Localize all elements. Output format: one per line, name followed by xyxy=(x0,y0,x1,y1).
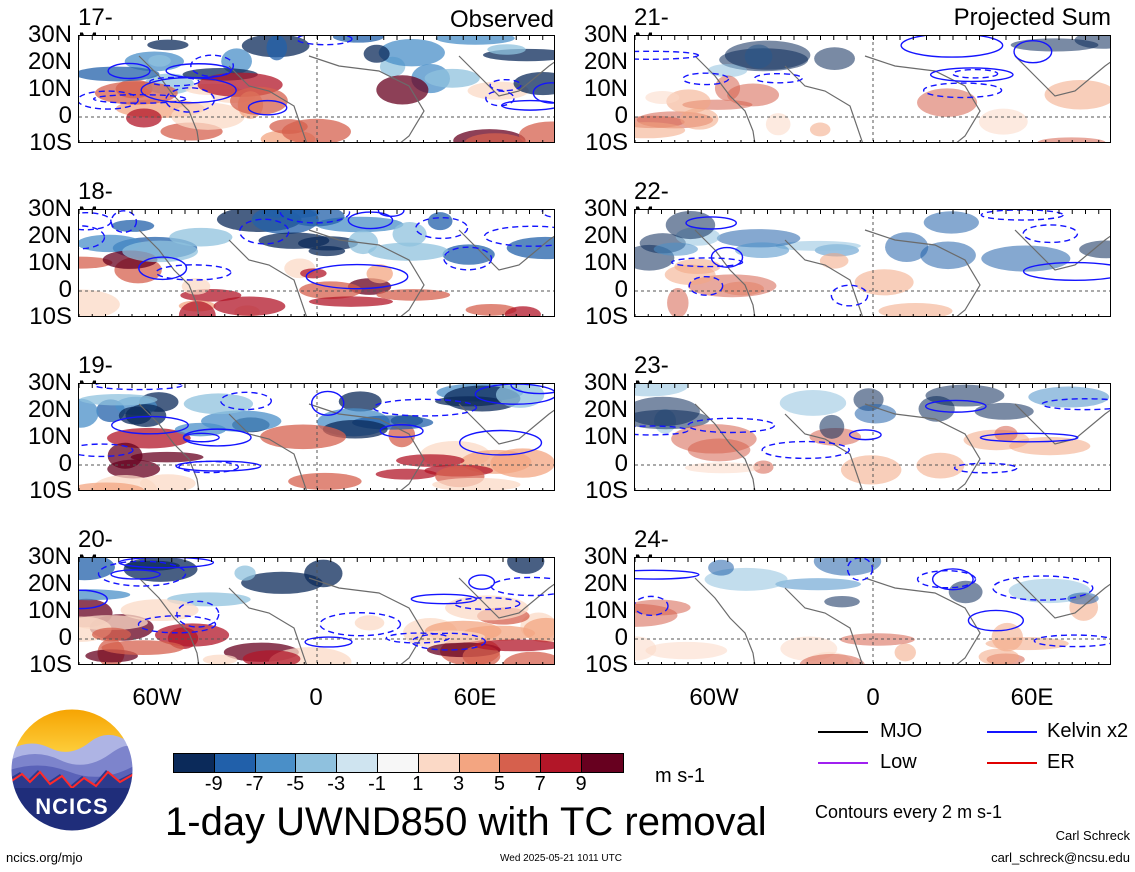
lon-label-60e-left: 60E xyxy=(453,684,497,711)
colorbar-swatch xyxy=(459,754,501,772)
lat-label: 10N xyxy=(27,597,72,624)
figure-title: 1-day UWND850 with TC removal xyxy=(165,800,767,844)
lat-label: 30N xyxy=(27,21,72,48)
author-email: carl_schreck@ncsu.edu xyxy=(991,850,1130,865)
colorbar-swatch xyxy=(174,754,215,772)
lat-label: 20N xyxy=(583,48,628,75)
colorbar-swatch xyxy=(214,754,256,772)
lat-label: 20N xyxy=(583,396,628,423)
lat-label: 30N xyxy=(27,195,72,222)
lat-label: 10S xyxy=(585,129,628,156)
observed-map-1 xyxy=(78,35,555,143)
lat-label: 10N xyxy=(583,75,628,102)
colorbar-tick-label: -5 xyxy=(286,773,305,795)
lon-label-0-right: 0 xyxy=(866,684,880,711)
panel-type-label: Observed xyxy=(449,6,554,33)
lat-label: 20N xyxy=(27,222,72,249)
colorbar-tick-label: 9 xyxy=(575,773,587,795)
lat-label: 20N xyxy=(27,48,72,75)
lat-label: 30N xyxy=(583,21,628,48)
lat-label: 20N xyxy=(27,570,72,597)
lat-label: 30N xyxy=(583,543,628,570)
lat-label: 10S xyxy=(29,477,72,504)
ncics-logo-icon xyxy=(10,708,134,832)
lon-label-60e-right: 60E xyxy=(1010,684,1054,711)
lat-label: 10N xyxy=(27,249,72,276)
lat-label: 10S xyxy=(585,303,628,330)
colorbar-tick-label: 7 xyxy=(534,773,546,795)
lat-label: 30N xyxy=(27,369,72,396)
colorbar-swatch xyxy=(377,754,419,772)
colorbar xyxy=(173,753,624,773)
ncics-logo: NCICS xyxy=(10,708,134,832)
lon-label-60w-right: 60W xyxy=(689,684,739,711)
colorbar-tick-label: 3 xyxy=(453,773,465,795)
projected-map-4 xyxy=(634,557,1111,665)
legend-mjo-line xyxy=(818,731,868,733)
legend-er-label: ER xyxy=(1047,751,1075,773)
projected-map-1 xyxy=(634,35,1111,143)
observed-map-2 xyxy=(78,209,555,317)
colorbar-swatch xyxy=(337,754,378,772)
colorbar-tick-label: 1 xyxy=(412,773,424,795)
lon-label-0-left: 0 xyxy=(309,684,323,711)
lat-label: 30N xyxy=(583,195,628,222)
colorbar-swatch xyxy=(418,754,460,772)
lat-label: 10S xyxy=(29,303,72,330)
legend-er-line xyxy=(987,762,1037,764)
lat-label: 10N xyxy=(27,75,72,102)
lat-label: 0 xyxy=(58,276,72,303)
contour-note: Contours every 2 m s-1 xyxy=(815,802,1003,822)
colorbar-units: m s-1 xyxy=(655,765,705,787)
colorbar-tick-label: -9 xyxy=(204,773,223,795)
lat-label: 10S xyxy=(29,129,72,156)
legend-mjo-label: MJO xyxy=(880,720,923,742)
logo-text: NCICS xyxy=(35,794,109,819)
lat-label: 10S xyxy=(585,477,628,504)
lat-label: 0 xyxy=(614,624,628,651)
colorbar-tick-label: -7 xyxy=(245,773,264,795)
lat-label: 20N xyxy=(583,570,628,597)
colorbar-tick-label: 5 xyxy=(493,773,505,795)
panel-type-label: Projected Sum xyxy=(953,4,1111,31)
legend-kelvin-label: Kelvin x2 xyxy=(1047,720,1129,742)
lat-label: 10N xyxy=(583,423,628,450)
legend-kelvin-line xyxy=(987,731,1037,733)
lat-label: 0 xyxy=(614,276,628,303)
lon-label-60w-left: 60W xyxy=(132,684,182,711)
colorbar-swatch xyxy=(296,754,338,772)
legend-low-label: Low xyxy=(880,751,917,773)
colorbar-tick-label: -1 xyxy=(368,773,386,795)
lat-label: 20N xyxy=(27,396,72,423)
lat-label: 10N xyxy=(583,249,628,276)
colorbar-swatch xyxy=(255,754,297,772)
projected-map-3 xyxy=(634,383,1111,491)
legend-low-line xyxy=(818,762,868,764)
lat-label: 10N xyxy=(583,597,628,624)
lat-label: 0 xyxy=(58,624,72,651)
lat-label: 30N xyxy=(583,369,628,396)
lat-label: 20N xyxy=(583,222,628,249)
timestamp: Wed 2025-05-21 1011 UTC xyxy=(500,853,622,864)
colorbar-swatch xyxy=(581,754,623,772)
lat-label: 10N xyxy=(27,423,72,450)
colorbar-tick-label: -3 xyxy=(327,773,346,795)
projected-map-2 xyxy=(634,209,1111,317)
lat-label: 0 xyxy=(58,450,72,477)
lat-label: 10S xyxy=(29,651,72,678)
lat-label: 10S xyxy=(585,651,628,678)
website-link[interactable]: ncics.org/mjo xyxy=(6,850,83,865)
colorbar-swatch xyxy=(541,754,582,772)
author-name: Carl Schreck xyxy=(1055,828,1130,843)
colorbar-swatch xyxy=(500,754,542,772)
lat-label: 0 xyxy=(614,102,628,129)
lat-label: 0 xyxy=(614,450,628,477)
lat-label: 0 xyxy=(58,102,72,129)
observed-map-3 xyxy=(78,383,555,491)
observed-map-4 xyxy=(78,557,555,665)
lat-label: 30N xyxy=(27,543,72,570)
